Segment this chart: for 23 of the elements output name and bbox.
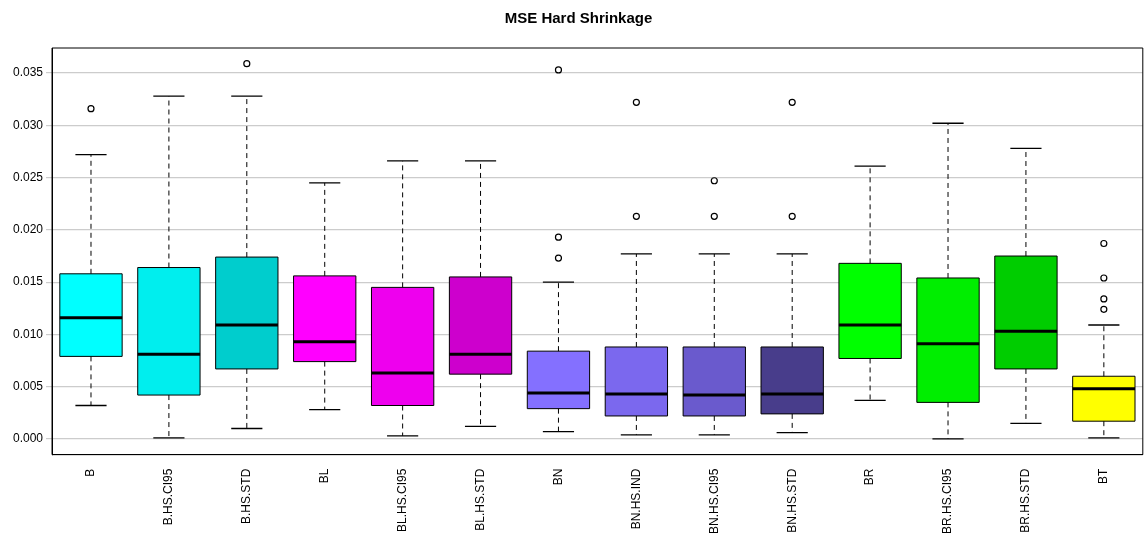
x-tick-label: BL bbox=[317, 468, 332, 484]
y-tick-label: 0.030 bbox=[13, 117, 44, 132]
x-tick-label: BL.HS.CI95 bbox=[394, 468, 409, 533]
x-tick-label: BN.HS.CI95 bbox=[706, 468, 721, 534]
x-tick-label: BR bbox=[862, 468, 877, 486]
x-tick-label: BN bbox=[550, 468, 565, 486]
y-tick-label: 0.020 bbox=[13, 222, 44, 237]
y-tick-label: 0.035 bbox=[13, 65, 44, 80]
x-tick-label: BR.HS.STD bbox=[1018, 468, 1033, 533]
y-tick-label: 0.025 bbox=[13, 169, 44, 184]
x-tick-label: BN.HS.IND bbox=[628, 468, 643, 530]
x-tick-label: B.HS.STD bbox=[239, 468, 254, 524]
x-tick-label: BT bbox=[1096, 467, 1111, 484]
y-tick-label: 0.005 bbox=[13, 379, 44, 394]
y-tick-label: 0.010 bbox=[13, 326, 44, 341]
x-tick-label: BL.HS.STD bbox=[472, 468, 487, 531]
x-tick-label: B.HS.CI95 bbox=[161, 468, 176, 526]
chart-title: MSE Hard Shrinkage bbox=[504, 9, 653, 27]
y-tick-label: 0.015 bbox=[13, 274, 44, 289]
y-tick-label: 0.000 bbox=[13, 431, 44, 446]
x-tick-label: B bbox=[83, 468, 98, 477]
x-tick-label: BN.HS.STD bbox=[784, 468, 799, 533]
x-tick-label: BR.HS.CI95 bbox=[940, 468, 955, 534]
